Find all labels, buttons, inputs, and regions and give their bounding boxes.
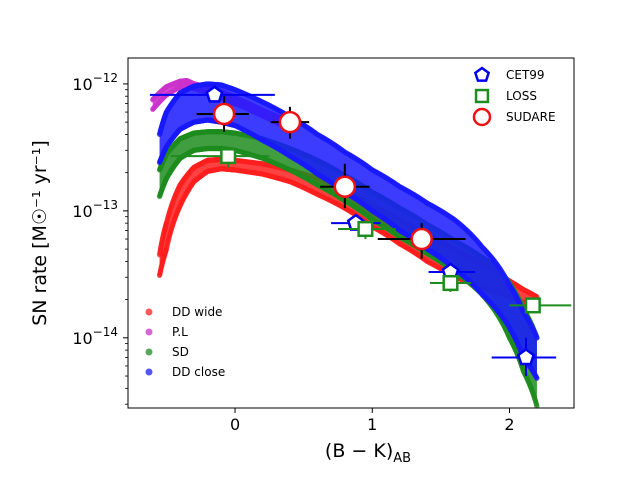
loss-point [357, 220, 374, 238]
y-axis: 10−12 10−13 10−14 [72, 71, 128, 405]
legend-label: SUDARE [506, 110, 556, 124]
legend-models: DD wide P.L SD DD close [145, 305, 225, 379]
legend-marker [474, 88, 490, 104]
y-tick-label: 10−12 [72, 71, 118, 94]
loss-point [442, 275, 459, 292]
band-fill-dd-close [159, 83, 537, 379]
legend-label: LOSS [506, 89, 537, 103]
loss-point [220, 148, 237, 165]
legend-swatch [145, 308, 153, 316]
legend-label: P.L [172, 325, 188, 339]
legend-swatch [145, 368, 153, 376]
model-bands [150, 78, 540, 409]
legend-label: SD [172, 345, 189, 359]
legend-observations: CET99 LOSS SUDARE [472, 66, 556, 127]
sudare-point [212, 102, 236, 126]
loss-point [524, 297, 541, 314]
legend-swatch [145, 328, 153, 336]
legend-label: CET99 [506, 68, 545, 82]
x-tick-label: 2 [504, 415, 514, 434]
x-axis-title-subscript: AB [393, 451, 411, 466]
band-point [534, 335, 540, 341]
y-axis-title: SN rate [M☉⁻¹ yr⁻¹] [29, 140, 51, 326]
x-axis-title: (B − K)AB [325, 440, 411, 466]
x-tick-label: 0 [230, 415, 240, 434]
y-tick-label: 10−14 [72, 325, 118, 348]
x-tick-label: 1 [367, 415, 377, 434]
y-tick-label: 10−13 [72, 198, 118, 221]
legend-marker [472, 107, 492, 127]
sudare-point [410, 227, 433, 251]
sudare-point [278, 110, 302, 134]
sudare-point [333, 175, 357, 198]
legend-swatch [145, 348, 153, 356]
legend-label: DD close [172, 365, 225, 379]
band-dd-close [156, 81, 540, 381]
legend-marker [473, 66, 491, 82]
x-axis: 0 1 2 [230, 408, 515, 434]
band-point [534, 375, 540, 381]
legend-label: DD wide [172, 305, 222, 319]
